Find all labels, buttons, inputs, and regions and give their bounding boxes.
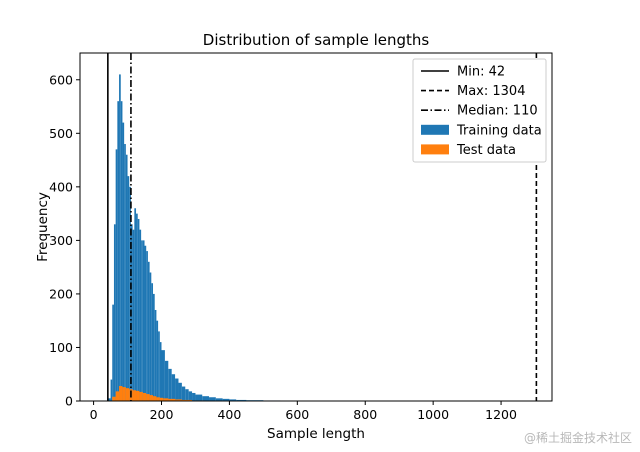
legend-label: Test data — [456, 143, 516, 158]
histogram-bar-training — [139, 229, 142, 401]
y-tick-label: 200 — [49, 286, 73, 301]
histogram-bar-training — [171, 374, 176, 401]
x-tick-label: 1200 — [485, 407, 517, 422]
legend-label: Min: 42 — [457, 65, 505, 80]
histogram-bar-training — [195, 394, 203, 401]
x-tick-label: 800 — [353, 407, 377, 422]
histogram-bar-test — [163, 398, 169, 401]
histogram-bar-training — [125, 154, 128, 401]
histogram-bar-training — [112, 304, 114, 401]
histogram-bar-training — [209, 397, 216, 401]
histogram-bar-training — [188, 391, 193, 401]
histogram-bar-test — [149, 395, 154, 401]
histogram-bar-test — [181, 399, 193, 401]
histogram-bar-training — [175, 378, 179, 401]
histogram-bar-training — [181, 386, 186, 401]
y-tick-label: 400 — [49, 179, 73, 194]
histogram-bar-test — [119, 386, 123, 401]
histogram-bar-test — [142, 392, 147, 401]
axes-frame — [79, 52, 553, 402]
histogram-bar-training — [124, 144, 126, 401]
histogram-bar-training — [130, 224, 133, 401]
histogram-bar-test — [122, 387, 126, 401]
histogram-bar-training — [178, 382, 182, 401]
histogram-bar-training — [142, 240, 145, 401]
histogram-bar-training — [192, 392, 196, 401]
histogram-bars — [107, 74, 315, 402]
y-tick-label: 100 — [49, 340, 73, 355]
legend-label: Training data — [456, 123, 542, 138]
histogram-bar-training — [129, 186, 131, 401]
histogram-bar-training — [158, 331, 160, 401]
histogram-bar-test — [153, 396, 157, 401]
histogram-bar-training — [115, 149, 118, 401]
histogram-bar-test — [139, 391, 143, 401]
histogram-bar-training — [164, 360, 169, 401]
y-tick-label: 600 — [49, 72, 73, 87]
x-tick-label: 200 — [150, 407, 174, 422]
histogram-bar-training — [149, 272, 152, 401]
histogram-bar-training — [215, 398, 223, 401]
y-tick-label: 0 — [65, 394, 73, 409]
histogram-bar-training — [153, 293, 155, 401]
y-tick-label: 300 — [49, 233, 73, 248]
histogram-bar-training — [136, 213, 138, 401]
legend-box — [412, 58, 547, 163]
histogram-bar-test — [175, 399, 182, 401]
watermark: @稀土掘金技术社区 — [523, 431, 632, 445]
histogram-bar-test — [132, 390, 137, 401]
histogram-bar-training — [222, 398, 230, 401]
histogram-bar-training — [236, 399, 247, 401]
histogram-bar-test — [125, 388, 130, 401]
x-tick-label: 0 — [90, 407, 98, 422]
y-axis-ticks: 0 100 200 300 400 500 600 — [49, 72, 80, 409]
legend-label: Max: 1304 — [457, 84, 525, 99]
x-axis-label: Sample length — [267, 426, 365, 442]
histogram-bar-test — [112, 396, 116, 401]
histogram-bar-training — [127, 176, 130, 401]
legend-label: Median: 110 — [457, 104, 538, 119]
histogram-bar-test — [115, 391, 120, 401]
x-tick-label: 600 — [285, 407, 309, 422]
y-tick-label: 500 — [49, 126, 73, 141]
legend: Min: 42 Max: 1304 Median: 110 Training data… — [412, 58, 547, 163]
x-axis-ticks: 0 200 400 600 800 1000 1200 — [90, 401, 517, 422]
histogram-bar-training — [202, 396, 210, 401]
histogram-bar-training — [168, 368, 172, 401]
histogram-bar-training — [147, 261, 150, 401]
histogram-bar-training — [120, 101, 123, 401]
histogram-bar-training — [119, 74, 121, 402]
y-axis-label: Frequency — [35, 192, 51, 262]
histogram-bar-test — [159, 397, 164, 401]
legend-swatch — [421, 144, 449, 155]
histogram-bar-training — [154, 309, 157, 401]
legend-swatch — [421, 124, 449, 135]
histogram-bar-training — [137, 218, 140, 401]
histogram-bar-training — [151, 283, 154, 401]
x-tick-label: 1000 — [417, 407, 449, 422]
histogram-bar-training — [117, 101, 120, 401]
histogram-bar-training — [144, 245, 147, 401]
histogram-bar-test — [136, 390, 140, 401]
histogram-bar-training — [113, 224, 116, 401]
histogram-bar-training — [107, 398, 111, 401]
chart-title: Distribution of sample lengths — [203, 31, 430, 49]
histogram-bar-training — [146, 251, 148, 401]
histogram-bar-test — [156, 397, 160, 401]
x-tick-label: 400 — [217, 407, 241, 422]
histogram-bar-training — [229, 399, 237, 401]
histogram-bar-training — [132, 229, 135, 401]
histogram-bar-training — [156, 320, 159, 401]
histogram-bar-training — [161, 350, 165, 401]
histogram-bar-training — [134, 208, 137, 401]
histogram-bar-test — [168, 398, 176, 401]
histogram-bar-training — [185, 389, 189, 401]
histogram-bar-training — [159, 342, 162, 401]
histogram-bar-training — [122, 122, 125, 401]
histogram-bar-training — [141, 240, 143, 401]
histogram-bar-test — [146, 394, 150, 401]
histogram-bar-training — [110, 379, 113, 401]
